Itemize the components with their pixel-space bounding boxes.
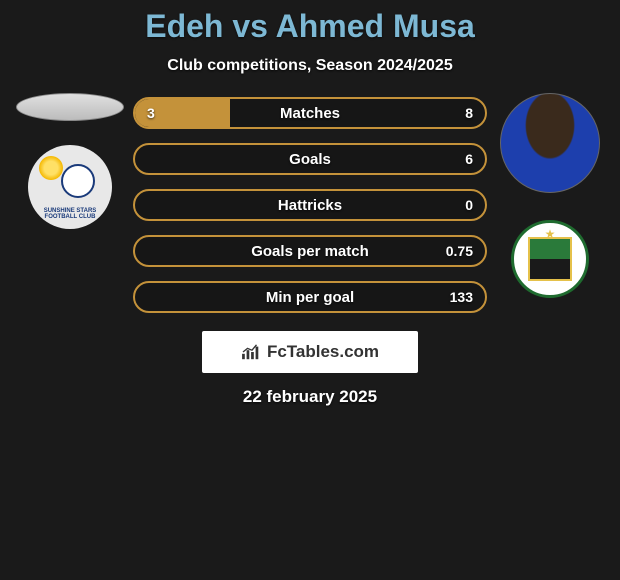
stat-bar: 3 Matches 8 — [133, 97, 487, 129]
sunshine-stars-logo: SUNSHINE STARSFOOTBALL CLUB — [33, 150, 107, 224]
stat-right-value: 0.75 — [446, 243, 473, 259]
stat-right-value: 6 — [465, 151, 473, 167]
left-player-photo — [16, 93, 124, 121]
club-name-text: SUNSHINE STARSFOOTBALL CLUB — [33, 208, 107, 220]
main-row: SUNSHINE STARSFOOTBALL CLUB 3 Matches 8 Goa… — [0, 93, 620, 313]
stat-label: Matches — [280, 105, 340, 122]
stat-right-value: 8 — [465, 105, 473, 121]
stats-column: 3 Matches 8 Goals 6 Hattricks 0 Goals per match… — [133, 93, 487, 313]
left-club-badge: SUNSHINE STARSFOOTBALL CLUB — [28, 145, 112, 229]
shield-icon — [528, 237, 572, 281]
stat-label: Hattricks — [278, 197, 342, 214]
subtitle: Club competitions, Season 2024/2025 — [0, 57, 620, 75]
brand-badge[interactable]: FcTables.com — [202, 331, 418, 373]
stat-right-value: 133 — [450, 289, 473, 305]
bar-chart-icon — [241, 343, 263, 361]
sun-icon — [39, 156, 63, 180]
stat-bar: Goals 6 — [133, 143, 487, 175]
stat-bar: Goals per match 0.75 — [133, 235, 487, 267]
left-player-column: SUNSHINE STARSFOOTBALL CLUB — [15, 93, 125, 229]
right-player-photo — [500, 93, 600, 193]
stat-bar: Hattricks 0 — [133, 189, 487, 221]
comparison-card: Edeh vs Ahmed Musa Club competitions, Se… — [0, 0, 620, 407]
kano-pillars-logo: ★ — [511, 220, 589, 298]
right-club-badge: ★ — [508, 217, 592, 301]
stat-label: Goals per match — [251, 243, 369, 260]
stat-label: Goals — [289, 151, 331, 168]
brand-text: FcTables.com — [267, 342, 379, 362]
right-player-column: ★ — [495, 93, 605, 301]
stat-bar: Min per goal 133 — [133, 281, 487, 313]
page-title: Edeh vs Ahmed Musa — [0, 8, 620, 45]
stat-label: Min per goal — [266, 289, 354, 306]
date-text: 22 february 2025 — [0, 387, 620, 407]
stat-right-value: 0 — [465, 197, 473, 213]
stat-left-value: 3 — [147, 105, 155, 121]
football-icon — [61, 164, 95, 198]
